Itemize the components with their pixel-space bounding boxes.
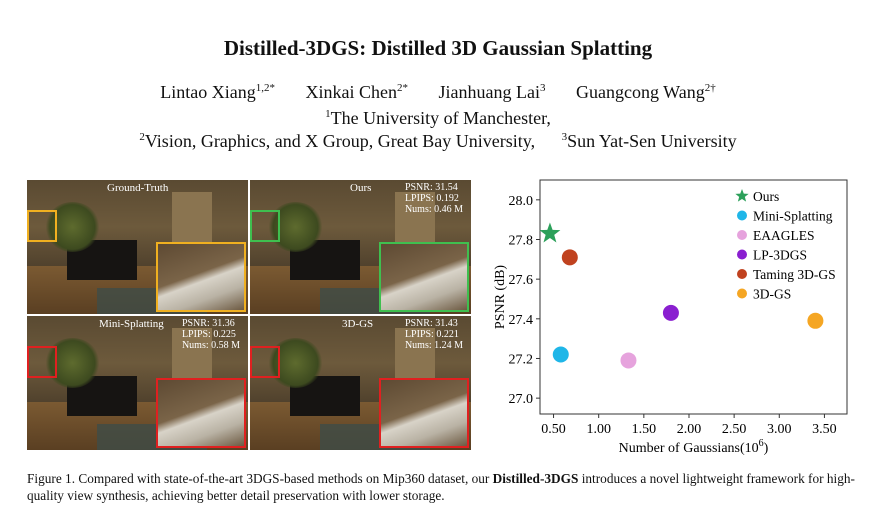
y-tick-label: 27.0 xyxy=(509,392,534,407)
panel-ours: Ours PSNR: 31.54 LPIPS: 0.192 Nums: 0.46 M xyxy=(250,180,471,314)
roi-box xyxy=(250,210,280,242)
legend-label: EAAGLES xyxy=(753,228,815,243)
x-axis-label: Number of Gaussians(106) xyxy=(619,438,769,456)
panel-mini-splatting: Mini-Splatting PSNR: 31.36 LPIPS: 0.225 Nu… xyxy=(27,316,248,450)
legend-marker xyxy=(737,230,747,240)
y-tick-label: 27.8 xyxy=(509,233,534,248)
panel-3dgs: 3D-GS PSNR: 31.43 LPIPS: 0.221 Nums: 1.24 … xyxy=(250,316,471,450)
data-point xyxy=(561,249,578,266)
roi-box xyxy=(27,346,57,378)
x-tick-label: 1.00 xyxy=(586,422,611,437)
legend-marker xyxy=(737,249,747,260)
zoom-inset xyxy=(379,242,469,312)
panel-ground-truth: Ground-Truth xyxy=(27,180,248,314)
legend-marker xyxy=(737,210,747,221)
y-tick-label: 27.4 xyxy=(509,313,534,328)
data-point xyxy=(620,352,637,369)
plot-frame xyxy=(539,179,848,415)
author-list: Lintao Xiang1,2* Xinkai Chen2* Jianhuang… xyxy=(0,82,876,103)
zoom-inset xyxy=(156,378,246,448)
legend-marker xyxy=(737,269,747,279)
panel-metrics: PSNR: 31.43 LPIPS: 0.221 Nums: 1.24 M xyxy=(404,318,463,351)
legend-marker xyxy=(737,288,747,299)
roi-box xyxy=(27,210,57,242)
zoom-inset xyxy=(156,242,246,312)
data-points xyxy=(539,222,824,369)
legend-label: 3D-GS xyxy=(753,287,791,302)
legend-marker-star xyxy=(735,189,749,202)
legend-label: LP-3DGS xyxy=(753,248,807,263)
data-point xyxy=(552,346,569,363)
panel-metrics: PSNR: 31.36 LPIPS: 0.225 Nums: 0.58 M xyxy=(181,318,240,351)
x-tick-label: 0.50 xyxy=(541,422,566,437)
affiliation-line-1: 1The University of Manchester, xyxy=(325,108,551,128)
psnr-vs-gaussians-chart: 27.0 27.2 27.4 27.6 27.8 28.0 0.50 1.00 1.50 2.0… xyxy=(493,179,848,456)
y-tick-label: 28.0 xyxy=(509,194,534,209)
legend-label: Mini-Splatting xyxy=(753,209,833,224)
panel-label: 3D-GS xyxy=(342,318,374,330)
paper-title: Distilled-3DGS: Distilled 3D Gaussian Sp… xyxy=(223,36,653,60)
legend-label: Taming 3D-GS xyxy=(753,267,836,282)
legend-label: Ours xyxy=(753,189,779,204)
author: Lintao Xiang1,2* xyxy=(160,82,276,102)
x-tick-label: 3.00 xyxy=(767,422,792,437)
x-tick-label: 3.50 xyxy=(812,422,837,437)
author: Jianhuang Lai3 xyxy=(438,82,546,102)
y-axis: 27.0 27.2 27.4 27.6 27.8 28.0 xyxy=(509,194,540,407)
y-tick-label: 27.2 xyxy=(509,352,534,367)
author: Xinkai Chen2* xyxy=(305,82,409,102)
data-point xyxy=(662,304,679,321)
legend: Ours Mini-Splatting EAAGLES LP-3DGS Taming 3… xyxy=(735,189,836,302)
figure-caption: Figure 1. Compared with state-of-the-art… xyxy=(27,471,855,503)
panel-label: Ground-Truth xyxy=(107,182,169,194)
y-axis-label: PSNR (dB) xyxy=(493,265,508,330)
panel-metrics: PSNR: 31.54 LPIPS: 0.192 Nums: 0.46 M xyxy=(404,182,463,215)
panel-label: Mini-Splatting xyxy=(99,318,164,330)
x-axis: 0.50 1.00 1.50 2.00 2.50 3.00 3.50 xyxy=(541,414,837,437)
data-point xyxy=(807,312,824,329)
author: Guangcong Wang2† xyxy=(576,82,716,102)
comparison-image-grid: Ground-Truth Ours PSNR: 31.54 LPIPS: 0.19… xyxy=(27,180,472,452)
zoom-inset xyxy=(379,378,469,448)
y-tick-label: 27.6 xyxy=(509,273,534,288)
affiliation-line-2: 2Vision, Graphics, and X Group, Great Ba… xyxy=(139,131,737,151)
x-tick-label: 2.50 xyxy=(722,422,747,437)
x-tick-label: 1.50 xyxy=(632,422,657,437)
panel-label: Ours xyxy=(350,182,372,194)
data-point-star xyxy=(539,222,561,243)
x-tick-label: 2.00 xyxy=(677,422,702,437)
roi-box xyxy=(250,346,280,378)
